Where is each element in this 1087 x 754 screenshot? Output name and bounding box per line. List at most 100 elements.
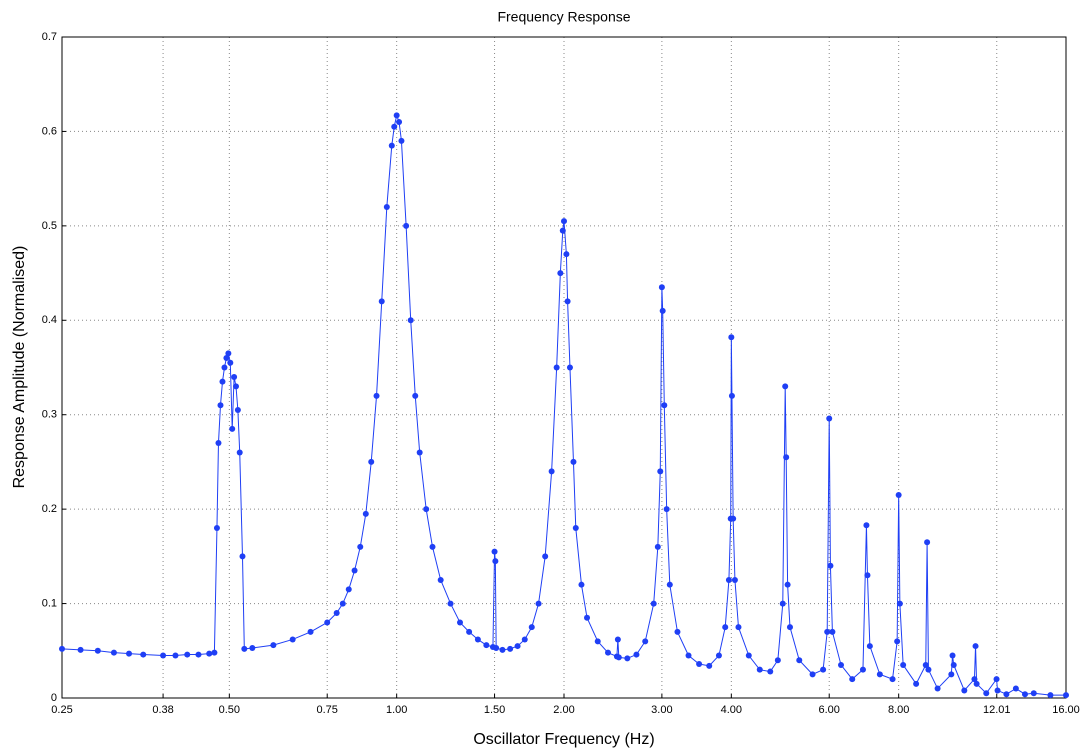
point (59, 645, 65, 652)
x-tick-label: 8.00 (888, 704, 909, 716)
point (270, 642, 277, 649)
point (548, 468, 555, 475)
point (416, 449, 423, 456)
point (1003, 691, 1010, 698)
point (140, 651, 147, 658)
point (993, 676, 1000, 683)
y-tick-label: 0.1 (42, 597, 57, 609)
point (570, 458, 577, 465)
point (735, 624, 742, 631)
x-tick-label: 3.00 (651, 704, 672, 716)
point (491, 548, 498, 555)
point (837, 661, 844, 668)
y-tick-label: 0.5 (42, 220, 57, 232)
point (849, 676, 856, 683)
point (368, 458, 375, 465)
point (706, 662, 713, 669)
x-axis-label: Oscillator Frequency (Hz) (473, 731, 654, 748)
point (973, 680, 980, 687)
point (483, 642, 490, 649)
x-tick-label: 0.75 (317, 704, 338, 716)
point (1021, 691, 1028, 698)
point (213, 525, 220, 532)
point (110, 649, 117, 656)
point (934, 685, 941, 692)
point (221, 364, 228, 371)
point (217, 402, 224, 409)
point (398, 137, 405, 144)
point (784, 581, 791, 588)
point (889, 676, 896, 683)
point (561, 218, 567, 225)
y-tick-label: 0.3 (42, 409, 57, 421)
point (972, 643, 979, 650)
point (661, 402, 668, 409)
point (774, 657, 781, 664)
point (206, 650, 213, 657)
x-tick-label: 6.00 (819, 704, 840, 716)
y-axis-label: Response Amplitude (Normalised) (11, 246, 28, 489)
y-tick-label: 0.4 (42, 314, 57, 326)
point (948, 671, 955, 678)
point (633, 651, 640, 658)
point (499, 646, 506, 653)
point (1063, 692, 1069, 699)
point (658, 284, 665, 291)
point (514, 643, 521, 650)
point (594, 638, 601, 645)
point (232, 383, 239, 390)
point (373, 392, 380, 399)
point (642, 638, 649, 645)
point (728, 334, 735, 341)
point (971, 676, 978, 683)
point (241, 645, 248, 652)
point (553, 364, 560, 371)
point (528, 624, 535, 631)
point (429, 543, 436, 550)
point (863, 522, 870, 529)
point (728, 392, 735, 399)
point (896, 600, 903, 607)
x-tick-label: 1.50 (484, 704, 505, 716)
point (615, 654, 622, 661)
point (94, 647, 101, 654)
x-tick-label: 0.50 (219, 704, 240, 716)
point (466, 628, 473, 635)
point (925, 666, 932, 673)
point (234, 406, 241, 413)
point (564, 298, 571, 305)
point (378, 298, 385, 305)
point (715, 652, 722, 659)
point (393, 112, 400, 119)
point (584, 614, 591, 621)
point (231, 373, 238, 380)
point (362, 510, 369, 517)
point (824, 628, 831, 635)
x-tick-label: 16.00 (1052, 704, 1080, 716)
point (725, 576, 732, 583)
point (674, 628, 681, 635)
point (172, 652, 179, 659)
point (572, 525, 579, 532)
point (521, 636, 528, 643)
point (77, 646, 84, 653)
point (826, 415, 833, 422)
point (820, 666, 827, 673)
y-tick-label: 0 (51, 692, 57, 704)
point (663, 506, 670, 513)
x-tick-label: 1.00 (386, 704, 407, 716)
point (388, 142, 395, 149)
point (730, 515, 737, 522)
point (403, 222, 410, 229)
point (922, 661, 929, 668)
point (900, 661, 907, 668)
point (605, 649, 612, 656)
point (333, 610, 340, 617)
point (249, 644, 256, 651)
point (924, 539, 931, 546)
point (211, 649, 218, 656)
point (895, 491, 902, 498)
plot-frame (61, 36, 1067, 699)
chart-title: Frequency Response (497, 9, 630, 25)
point (423, 506, 430, 513)
